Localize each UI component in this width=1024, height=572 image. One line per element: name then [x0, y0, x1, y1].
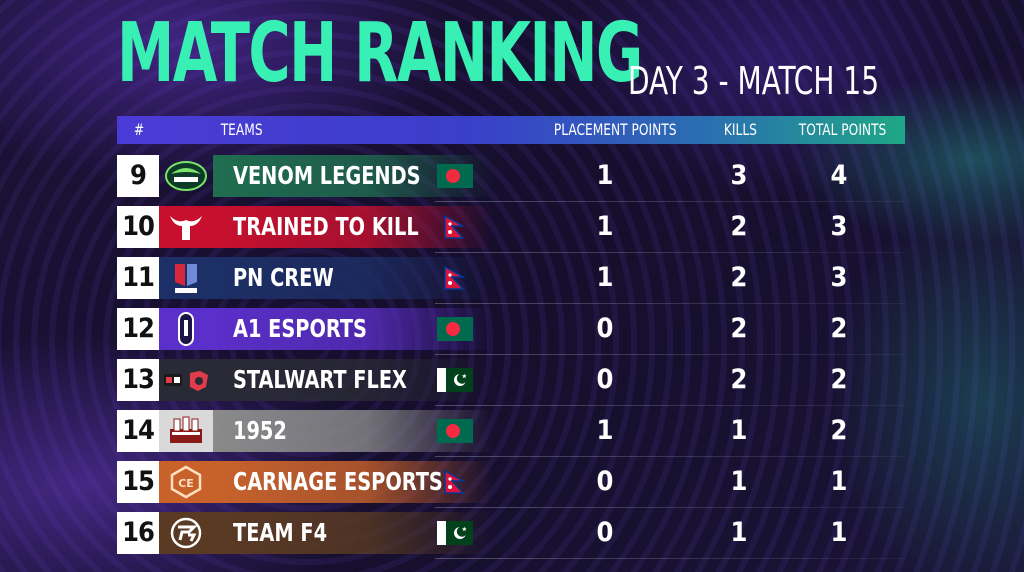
kills: 1 — [730, 415, 748, 446]
bangladesh-flag-icon — [437, 419, 473, 443]
total-points: 1 — [830, 517, 848, 548]
trained-to-kill-logo-icon — [159, 206, 213, 248]
total-points: 2 — [830, 364, 848, 395]
placement-points: 0 — [596, 313, 614, 344]
total-points: 3 — [830, 262, 848, 293]
placement-points: 0 — [596, 466, 614, 497]
pakistan-flag-icon — [437, 368, 473, 392]
bangladesh-flag-icon — [437, 317, 473, 341]
ranking-table: 9 VENOM LEGENDS 1 3 4 10 TRAINED TO KILL… — [117, 155, 905, 563]
team-name: CARNAGE ESPORTS — [233, 467, 443, 496]
table-row: 10 TRAINED TO KILL 1 2 3 — [117, 206, 905, 253]
placement-points: 1 — [596, 415, 614, 446]
placement-points: 1 — [596, 211, 614, 242]
total-points: 2 — [830, 313, 848, 344]
placement-points: 0 — [596, 364, 614, 395]
table-row: 15 CE CARNAGE ESPORTS 0 1 1 — [117, 461, 905, 508]
total-points: 4 — [830, 160, 848, 191]
total-points: 2 — [830, 415, 848, 446]
a1-esports-logo-icon — [159, 308, 213, 350]
total-points: 1 — [830, 466, 848, 497]
kills: 1 — [730, 466, 748, 497]
placement-points: 0 — [596, 517, 614, 548]
stalwart-flex-logo-icon — [159, 359, 213, 401]
rank-cell: 14 — [117, 410, 159, 452]
team-name: PN CREW — [233, 263, 334, 292]
page-subtitle: DAY 3 - MATCH 15 — [628, 59, 880, 103]
rank-cell: 12 — [117, 308, 159, 350]
placement-points: 1 — [596, 262, 614, 293]
header-rank: # — [133, 120, 145, 139]
header-placement-points: PLACEMENT POINTS — [553, 120, 677, 139]
rank-cell: 9 — [117, 155, 159, 197]
nepal-flag-icon — [437, 214, 473, 239]
team-name: TEAM F4 — [233, 518, 328, 547]
table-row: 13 STALWART FLEX 0 2 2 — [117, 359, 905, 406]
pakistan-flag-icon — [437, 521, 473, 545]
team-name: TRAINED TO KILL — [233, 212, 419, 241]
rank-cell: 15 — [117, 461, 159, 503]
table-row: 12 A1 ESPORTS 0 2 2 — [117, 308, 905, 355]
kills: 2 — [730, 313, 748, 344]
kills: 2 — [730, 211, 748, 242]
rank-cell: 16 — [117, 512, 159, 554]
placement-points: 1 — [596, 160, 614, 191]
table-row: 14 1952 1 1 2 — [117, 410, 905, 457]
rank-cell: 11 — [117, 257, 159, 299]
carnage-esports-logo-icon: CE — [159, 461, 213, 503]
rank-cell: 13 — [117, 359, 159, 401]
kills: 3 — [730, 160, 748, 191]
header-kills: KILLS — [723, 120, 757, 139]
table-row: 11 PN CREW 1 2 3 — [117, 257, 905, 304]
kills: 2 — [730, 364, 748, 395]
team-name: VENOM LEGENDS — [233, 161, 421, 190]
bangladesh-flag-icon — [437, 164, 473, 188]
kills: 2 — [730, 262, 748, 293]
team-name: A1 ESPORTS — [233, 314, 367, 343]
1952-logo-icon — [159, 410, 213, 452]
total-points: 3 — [830, 211, 848, 242]
rank-cell: 10 — [117, 206, 159, 248]
team-name: STALWART FLEX — [233, 365, 407, 394]
venom-legends-logo-icon — [159, 155, 213, 197]
header-total-points: TOTAL POINTS — [798, 120, 887, 139]
nepal-flag-icon — [437, 265, 473, 290]
table-row: 9 VENOM LEGENDS 1 3 4 — [117, 155, 905, 202]
nepal-flag-icon — [437, 469, 473, 494]
table-header: # TEAMS PLACEMENT POINTS KILLS TOTAL POI… — [117, 116, 905, 144]
header-teams: TEAMS — [220, 120, 263, 139]
team-f4-logo-icon — [159, 512, 213, 554]
svg-text:CE: CE — [178, 477, 194, 490]
kills: 1 — [730, 517, 748, 548]
table-row: 16 TEAM F4 0 1 1 — [117, 512, 905, 559]
pn-crew-logo-icon — [159, 257, 213, 299]
team-name: 1952 — [233, 416, 287, 445]
page-title: MATCH RANKING — [117, 6, 643, 101]
